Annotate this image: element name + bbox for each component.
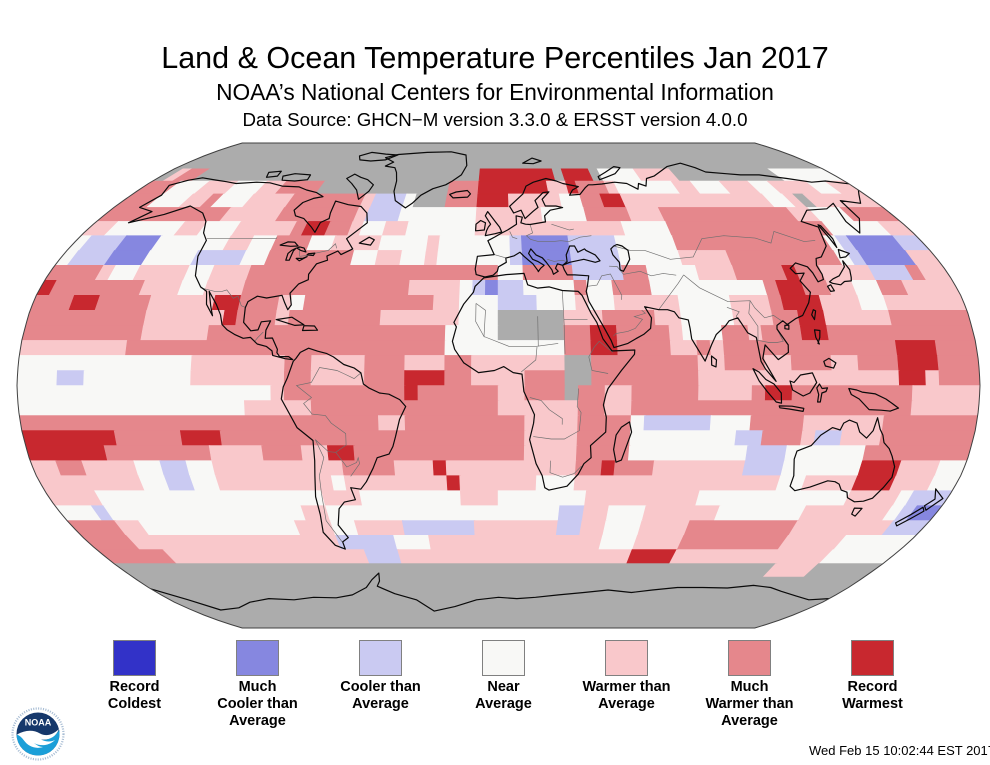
svg-text:NOAA: NOAA xyxy=(25,718,52,728)
